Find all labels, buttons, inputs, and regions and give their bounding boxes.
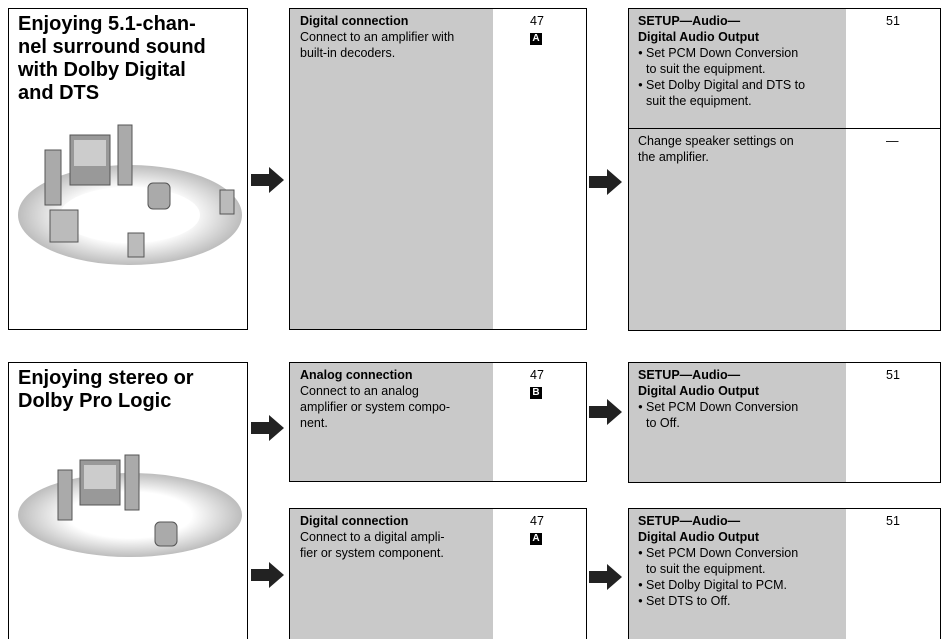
section-box: Enjoying stereo or Dolby Pro Logic xyxy=(8,362,248,639)
title-line: Dolby Pro Logic xyxy=(18,390,172,412)
page-cell: 51 xyxy=(846,508,941,639)
section-box: Enjoying 5.1-chan-nel surround sound with… xyxy=(8,8,248,330)
badge: A xyxy=(530,33,542,45)
arrow xyxy=(589,399,622,425)
connection-cell: Digital connection Connect to a digital a… xyxy=(289,508,494,639)
page-number: 47 xyxy=(530,514,544,528)
setting-text: Change speaker settings on xyxy=(638,134,794,148)
title-line: and DTS xyxy=(18,82,100,104)
bullet-text: Set PCM Down Conversion xyxy=(646,46,799,60)
bullet-text: to suit the equipment. xyxy=(646,562,766,576)
page-cell: 47 B xyxy=(493,362,587,482)
bullet-text: to suit the equipment. xyxy=(646,62,766,76)
setting-heading: Digital Audio Output xyxy=(638,30,760,44)
title-line: Enjoying stereo or xyxy=(18,367,194,389)
setting-cell: SETUP—Audio—Digital Audio OutputSet PCM … xyxy=(628,508,847,639)
bullet-text: suit the equipment. xyxy=(646,94,752,108)
title-line: nel surround sound xyxy=(18,36,206,58)
bullet-text: Set PCM Down Conversion xyxy=(646,400,799,414)
setting-heading: SETUP—Audio— xyxy=(638,368,741,382)
connection-text: Connect to an amplifier with xyxy=(300,30,455,44)
bullet-text: to Off. xyxy=(646,416,680,430)
page-cell: 51 xyxy=(846,362,941,483)
connection-text: built-in decoders. xyxy=(300,46,396,60)
bullet-item: Set DTS to Off. xyxy=(638,593,837,609)
page-cell: — xyxy=(846,128,941,331)
badge-wrap: A xyxy=(530,29,586,45)
page-number: — xyxy=(886,134,899,148)
arrow xyxy=(251,562,284,588)
bullet-item: Set Dolby Digital to PCM. xyxy=(638,577,837,593)
page-number: 51 xyxy=(886,514,900,528)
connection-text: nent. xyxy=(300,416,328,430)
connection-heading: Digital connection xyxy=(300,514,409,528)
section-title: Enjoying 5.1-chan-nel surround sound with… xyxy=(18,13,206,105)
badge-wrap: A xyxy=(530,529,586,545)
setting-heading: SETUP—Audio— xyxy=(638,14,741,28)
setting-text: the amplifier. xyxy=(638,150,709,164)
connection-cell: Digital connection Connect to an amplifie… xyxy=(289,8,494,330)
section-title: Enjoying stereo or Dolby Pro Logic xyxy=(18,367,194,413)
page-number: 51 xyxy=(886,14,900,28)
connection-cell: Analog connection Connect to an analog amp… xyxy=(289,362,494,482)
setting-heading: Digital Audio Output xyxy=(638,384,760,398)
bullet-item: Set Dolby Digital and DTS to suit the equ… xyxy=(638,77,837,109)
bullet-item: Set PCM Down Conversion to Off. xyxy=(638,399,837,431)
bullet-text: Set Dolby Digital to PCM. xyxy=(646,578,788,592)
arrow xyxy=(589,169,622,195)
connection-text: amplifier or system compo- xyxy=(300,400,451,414)
page-number: 47 xyxy=(530,14,544,28)
page-number: 47 xyxy=(530,368,544,382)
setting-heading: Digital Audio Output xyxy=(638,530,760,544)
bullet-text: Set Dolby Digital and DTS to xyxy=(646,78,806,92)
arrow xyxy=(589,564,622,590)
setting-cell: SETUP—Audio—Digital Audio OutputSet PCM … xyxy=(628,362,847,483)
illustration-surround xyxy=(18,124,242,265)
title-line: with Dolby Digital xyxy=(18,59,186,81)
badge-wrap: B xyxy=(530,383,586,399)
illustration-stereo xyxy=(18,454,242,557)
connection-heading: Digital connection xyxy=(300,14,409,28)
connection-text: fier or system component. xyxy=(300,546,444,560)
page-number: 51 xyxy=(886,368,900,382)
bullet-text: Set DTS to Off. xyxy=(646,594,731,608)
connection-text: Connect to an analog xyxy=(300,384,419,398)
badge: A xyxy=(530,533,542,545)
page-cell: 47 A xyxy=(493,8,587,330)
arrow xyxy=(251,167,284,193)
connection-text: Connect to a digital ampli- xyxy=(300,530,445,544)
setting-heading: SETUP—Audio— xyxy=(638,514,741,528)
connection-heading: Analog connection xyxy=(300,368,413,382)
bullet-item: Set PCM Down Conversion to suit the equip… xyxy=(638,545,837,577)
arrow xyxy=(251,415,284,441)
bullet-text: Set PCM Down Conversion xyxy=(646,546,799,560)
bullet-item: Set PCM Down Conversion to suit the equip… xyxy=(638,45,837,77)
page-cell: 51 xyxy=(846,8,941,129)
setting-cell: Change speaker settings on the amplifier. xyxy=(628,128,847,331)
badge: B xyxy=(530,387,542,399)
setting-cell: SETUP—Audio—Digital Audio OutputSet PCM … xyxy=(628,8,847,129)
title-line: Enjoying 5.1-chan- xyxy=(18,13,196,35)
page-cell: 47 A xyxy=(493,508,587,639)
